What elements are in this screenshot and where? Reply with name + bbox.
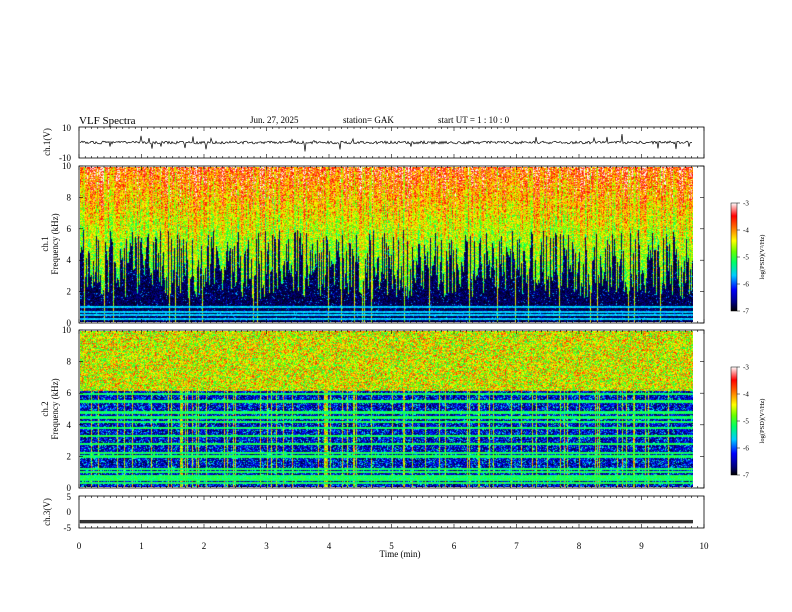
ch1-spec-ylabel-channel: ch.1 xyxy=(40,236,50,251)
y-tick-label: 0 xyxy=(67,483,72,493)
time-axis-tick-labels: 0 1 2 3 4 5 6 7 8 9 10 xyxy=(77,541,709,551)
time-axis-ticks xyxy=(78,127,705,528)
colorbar-tick-label: -3 xyxy=(743,200,749,208)
ch1-colorbar-gradient xyxy=(730,202,738,312)
ch1-spectrogram-panel: 0 2 4 6 8 10 ch.1 Frequency (kHz) xyxy=(40,161,705,328)
ch2-spectrogram-image xyxy=(80,331,693,487)
y-tick-label: 6 xyxy=(67,224,72,234)
ch2-colorbar-label: log(PSD)(V²/Hz) xyxy=(759,399,766,444)
ch1-waveform-panel: 10 -10 ch.1(V) xyxy=(42,123,705,163)
ch2-colorbar-gradient xyxy=(730,366,738,476)
colorbar-tick-label: -7 xyxy=(743,308,749,316)
ch3-waveform-panel: 5 0 -5 ch.3(V) xyxy=(42,492,705,533)
x-tick-label: 4 xyxy=(327,541,332,551)
ch1-waveform-trace xyxy=(79,133,693,152)
colorbar-tick-label: -7 xyxy=(743,472,749,480)
colorbar-tick-label: -5 xyxy=(743,418,749,426)
station-label: station= GAK xyxy=(343,115,394,125)
ch3-ytick-top: 5 xyxy=(67,492,72,502)
ch3-ytick-mid: 0 xyxy=(67,507,72,517)
ch1-spectrogram-image xyxy=(80,167,693,322)
ch2-colorbar: -3 -4 -5 -6 -7 log(PSD)(V²/Hz) xyxy=(730,364,766,480)
y-tick-label: 0 xyxy=(67,318,72,328)
figure-title: VLF Spectra xyxy=(79,115,136,127)
ch1-ylabel: ch.1(V) xyxy=(42,128,52,156)
ch1-colorbar: -3 -4 -5 -6 -7 log(PSD)(V²/Hz) xyxy=(730,200,766,316)
x-tick-label: 10 xyxy=(700,541,710,551)
colorbar-tick-label: -4 xyxy=(743,227,749,235)
x-tick-label: 5 xyxy=(389,541,394,551)
y-tick-label: 2 xyxy=(67,287,72,297)
x-tick-label: 9 xyxy=(639,541,644,551)
ch2-spec-ylabel-freq: Frequency (kHz) xyxy=(50,378,60,439)
date-label: Jun. 27, 2025 xyxy=(250,115,299,125)
y-tick-label: 10 xyxy=(62,161,72,171)
x-tick-label: 0 xyxy=(77,541,82,551)
time-axis-label: Time (min) xyxy=(380,549,421,559)
ch1-spectrogram-image-holder xyxy=(80,167,693,322)
start-ut-label: start UT = 1 : 10 : 0 xyxy=(438,115,510,125)
ch1-spec-ylabel-freq: Frequency (kHz) xyxy=(50,213,60,274)
colorbar-tick-label: -3 xyxy=(743,364,749,372)
x-tick-label: 1 xyxy=(139,541,144,551)
y-tick-label: 4 xyxy=(67,255,72,265)
x-tick-label: 8 xyxy=(577,541,582,551)
colorbar-tick-label: -6 xyxy=(743,281,749,289)
x-tick-label: 6 xyxy=(452,541,457,551)
x-tick-label: 3 xyxy=(264,541,269,551)
y-tick-label: 6 xyxy=(67,388,72,398)
y-tick-label: 4 xyxy=(67,420,72,430)
colorbar-tick-label: -5 xyxy=(743,254,749,262)
ch3-ytick-bottom: -5 xyxy=(64,523,72,533)
ch1-ytick-top: 10 xyxy=(62,123,72,133)
ch1-spectrogram-yticks: 0 2 4 6 8 10 xyxy=(62,161,704,328)
colorbar-tick-label: -6 xyxy=(743,445,749,453)
ch2-spec-ylabel-channel: ch.2 xyxy=(40,401,50,416)
ch2-spectrogram-panel: 0 2 4 6 8 10 ch.2 Frequency (kHz) xyxy=(40,325,705,493)
colorbar-tick-label: -4 xyxy=(743,391,749,399)
ch1-colorbar-label: log(PSD)(V²/Hz) xyxy=(759,235,766,280)
y-tick-label: 10 xyxy=(62,325,72,335)
y-tick-label: 2 xyxy=(67,451,72,461)
ch3-ylabel: ch.3(V) xyxy=(42,498,52,526)
y-tick-label: 8 xyxy=(67,192,72,202)
ch3-waveform-trace xyxy=(79,519,693,524)
y-tick-label: 8 xyxy=(67,357,72,367)
ch1-colorbar-ticks: -3 -4 -5 -6 -7 xyxy=(737,200,749,316)
x-tick-label: 7 xyxy=(514,541,519,551)
ch2-colorbar-ticks: -3 -4 -5 -6 -7 xyxy=(737,364,749,480)
x-tick-label: 2 xyxy=(202,541,207,551)
ch2-spectrogram-yticks: 0 2 4 6 8 10 xyxy=(62,325,704,493)
ch1-ytick-bottom: -10 xyxy=(59,153,71,163)
ch2-spectrogram-image-holder xyxy=(80,331,693,487)
